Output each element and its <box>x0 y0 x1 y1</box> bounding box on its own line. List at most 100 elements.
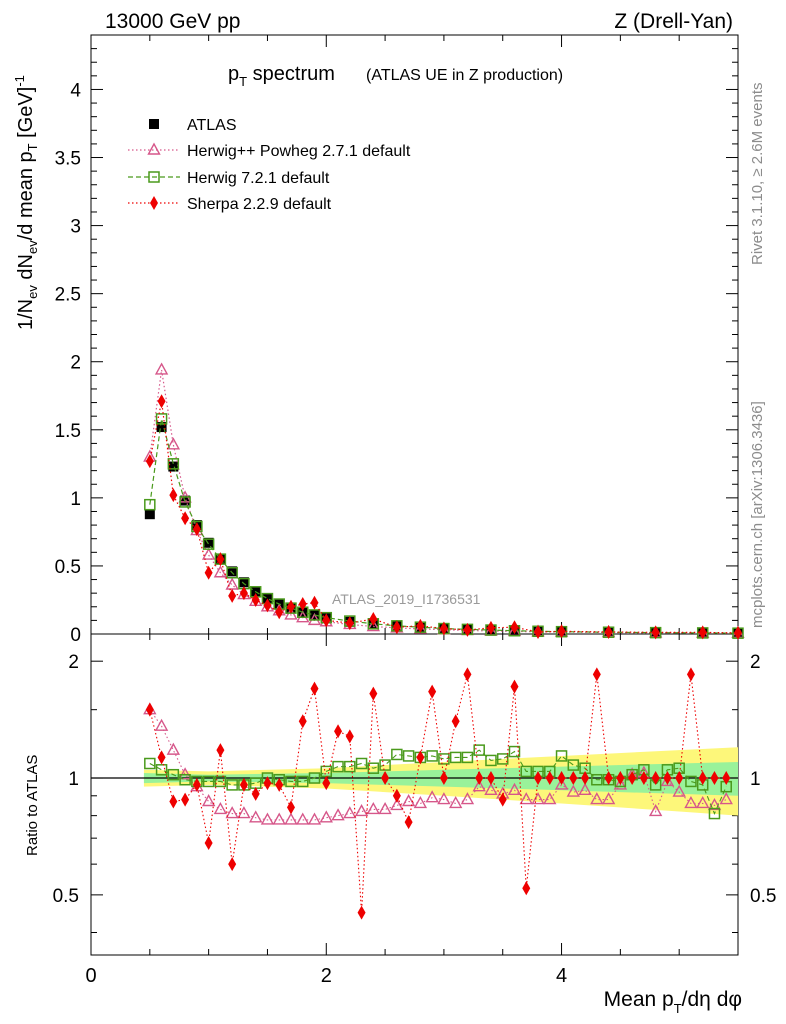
ratio-series-sherpa-2-2-9-default <box>145 667 731 920</box>
ratio-y-tick-label-right: 2 <box>750 652 761 673</box>
data-point <box>322 613 331 628</box>
data-point <box>167 458 180 470</box>
ratio-y-tick-label: 2 <box>68 652 79 673</box>
ratio-point <box>331 808 345 821</box>
data-point <box>534 624 543 639</box>
main-y-tick-label: 3.5 <box>55 149 81 170</box>
ratio-point <box>519 792 533 805</box>
ratio-point <box>472 779 486 792</box>
data-point <box>310 595 319 610</box>
ratio-point <box>225 806 239 819</box>
legend-entry-herwig-powheg-2-7-1-default: Herwig++ Powheg 2.7.1 default <box>128 142 411 160</box>
data-point <box>345 616 354 631</box>
data-point <box>239 586 248 601</box>
ratio-point <box>531 792 545 805</box>
data-point <box>179 496 191 508</box>
ratio-point <box>296 812 310 825</box>
ratio-point <box>216 743 225 758</box>
ratio-point <box>345 729 354 744</box>
ratio-point <box>343 806 357 819</box>
data-point <box>263 598 272 613</box>
legend-label: Herwig 7.2.1 default <box>187 170 330 187</box>
data-point <box>202 538 215 550</box>
ratio-point <box>426 750 438 762</box>
ratio-point <box>578 782 592 795</box>
ratio-point <box>592 667 601 682</box>
ratio-point <box>178 767 192 780</box>
ratio-point <box>369 686 378 701</box>
plot-subtitle: (ATLAS UE in Z production) <box>366 67 563 84</box>
ratio-point <box>710 771 719 786</box>
x-tick-label: 2 <box>321 965 332 987</box>
ratio-point <box>590 792 604 805</box>
ratio-point <box>201 794 216 807</box>
ratio-point <box>473 744 485 756</box>
legend-label: ATLAS <box>187 117 237 134</box>
data-point <box>226 566 238 579</box>
data-point <box>604 624 613 639</box>
ratio-point <box>251 786 260 801</box>
ratio-point <box>507 782 522 795</box>
ratio-point <box>439 771 448 786</box>
ratio-point <box>660 773 675 787</box>
ratio-point <box>554 777 569 790</box>
data-point <box>228 588 237 603</box>
ratio-point <box>651 771 660 786</box>
ratio-point <box>263 776 272 791</box>
ratio-point <box>192 777 201 792</box>
data-point <box>213 565 228 578</box>
ratio-point <box>416 750 425 765</box>
ratio-point <box>285 775 297 788</box>
ratio-point <box>286 800 295 815</box>
ratio-point <box>698 771 707 786</box>
ratio-point <box>686 667 695 682</box>
data-point <box>203 537 214 548</box>
ratio-point <box>379 759 391 771</box>
ratio-point <box>204 836 213 851</box>
legend-marker <box>148 171 160 183</box>
legend-label: Sherpa 2.2.9 default <box>187 196 332 213</box>
ratio-point <box>401 794 416 807</box>
x-tick-label: 0 <box>85 965 96 987</box>
ratio-point <box>319 810 333 823</box>
ratio-point <box>555 750 568 762</box>
ratio-point <box>239 777 248 792</box>
ratio-point <box>354 804 369 817</box>
ratio-point <box>381 771 390 786</box>
main-y-tick-label: 2.5 <box>55 285 81 306</box>
data-point <box>192 522 201 537</box>
ratio-point <box>425 790 439 803</box>
ratio-y-tick-label: 0.5 <box>53 886 79 907</box>
x-axis-label: Mean pT/dη dφ <box>604 988 742 1016</box>
data-point <box>698 625 707 640</box>
ratio-point <box>402 750 415 762</box>
data-point <box>557 624 566 639</box>
main-y-tick-label: 3 <box>70 217 81 238</box>
ratio-point <box>684 796 698 809</box>
main-y-axis-label: 1/Nev dNev/d mean pT [GeV]-1 <box>12 75 40 330</box>
data-point <box>734 625 742 640</box>
ratio-point <box>391 748 403 761</box>
ratio-point <box>719 792 733 805</box>
ratio-point <box>237 806 251 819</box>
data-point <box>651 625 660 640</box>
legend-marker <box>149 119 159 129</box>
ratio-series-layer <box>143 667 733 920</box>
ratio-point <box>498 792 507 807</box>
ratio-point <box>438 753 450 765</box>
ratio-point <box>308 772 321 784</box>
ratio-point <box>249 810 263 823</box>
ratio-point <box>475 771 484 786</box>
data-point <box>156 422 167 433</box>
ratio-point <box>322 776 331 791</box>
ratio-point <box>663 771 672 786</box>
ratio-point <box>228 857 237 872</box>
ratio-point <box>616 771 625 786</box>
main-y-tick-label: 0.5 <box>55 557 81 578</box>
legend-label: Herwig++ Powheg 2.7.1 default <box>187 143 411 160</box>
data-point <box>298 597 307 612</box>
ratio-point <box>648 804 663 817</box>
ratio-point <box>260 812 275 825</box>
data-point <box>286 599 295 614</box>
ratio-point <box>144 757 156 770</box>
